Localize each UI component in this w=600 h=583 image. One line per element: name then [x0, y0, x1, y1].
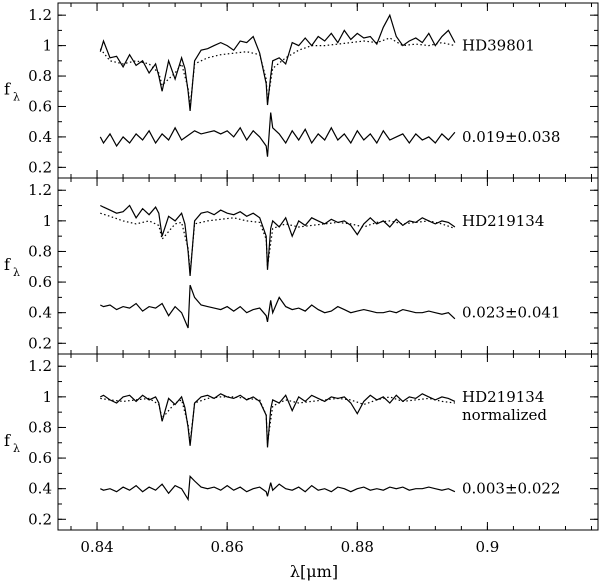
- y-tick-label: 0.8: [28, 242, 52, 260]
- y-tick-label: 0.4: [28, 480, 52, 498]
- panel-annotation: 0.003±0.022: [462, 480, 560, 498]
- spectrum-line-3: [99, 112, 456, 157]
- y-tick-label: 1.2: [28, 181, 52, 199]
- y-tick-label: 0.6: [28, 449, 52, 467]
- y-tick-label: 1.2: [28, 6, 52, 24]
- y-tick-label: 0.8: [28, 418, 52, 436]
- panel-annotation: HD219134: [462, 388, 544, 406]
- y-axis-label-subscript: λ: [13, 442, 20, 455]
- y-tick-label: 1: [42, 212, 52, 230]
- panel-annotation: HD219134: [462, 212, 544, 230]
- y-axis-label: f: [4, 255, 11, 274]
- y-axis-label-subscript: λ: [13, 91, 20, 104]
- spectrum-line-2: [100, 396, 455, 443]
- spectrum-line-2: [99, 37, 456, 107]
- y-tick-label: 0.4: [28, 304, 52, 322]
- y-tick-label: 0.8: [28, 67, 52, 85]
- panel-1: 0.2 0.4 0.6 0.8 1 1.2 f λ HD39801 0.019±0.038: [4, 2, 599, 179]
- y-tick-label: 0.2: [28, 334, 52, 352]
- spectrum-line-3: [100, 284, 456, 329]
- x-axis: λ[μm] 0.84 0.86 0.88 0.9: [80, 538, 499, 581]
- x-tick-label: 0.86: [210, 538, 243, 556]
- y-tick-label: 0.2: [28, 510, 52, 528]
- y-tick-label: 0.6: [28, 97, 52, 115]
- x-tick-label: 0.84: [80, 538, 113, 556]
- x-tick-label: 0.88: [341, 538, 374, 556]
- spectrum-line-2: [100, 212, 456, 273]
- y-tick-label: 1: [42, 37, 52, 55]
- panel-annotation: 0.023±0.041: [462, 304, 560, 322]
- y-tick-label: 0.4: [28, 128, 52, 146]
- y-tick-label: 0.2: [28, 158, 52, 176]
- panel-annotation: 0.019±0.038: [462, 128, 560, 146]
- panel-annotation: HD39801: [462, 37, 535, 55]
- spectrum-line-1: [100, 204, 456, 276]
- y-tick-label: 0.6: [28, 273, 52, 291]
- spectrum-line-1: [99, 13, 456, 112]
- y-axis-label: f: [4, 431, 11, 450]
- y-axis-label-subscript: λ: [13, 266, 20, 279]
- panel-2: 0.2 0.4 0.6 0.8 1 1.2 f λ HD219134 0.023±0.041: [4, 177, 599, 355]
- y-axis-label: f: [4, 80, 11, 99]
- panel-frame: [57, 353, 599, 531]
- panel-annotation: normalized: [462, 406, 547, 424]
- y-tick-label: 1: [42, 388, 52, 406]
- y-tick-label: 1.2: [28, 357, 52, 375]
- spectrum-line-1: [100, 393, 456, 448]
- x-axis-label: λ[μm]: [290, 562, 338, 581]
- panels: 0.20.40.60.811.2f λHD398010.019±0.0380.20…: [4, 2, 599, 531]
- x-tick-label: 0.9: [475, 538, 499, 556]
- panel-frame: [57, 177, 599, 355]
- spectrum-line-3: [100, 475, 456, 502]
- panel-frame: [57, 2, 599, 179]
